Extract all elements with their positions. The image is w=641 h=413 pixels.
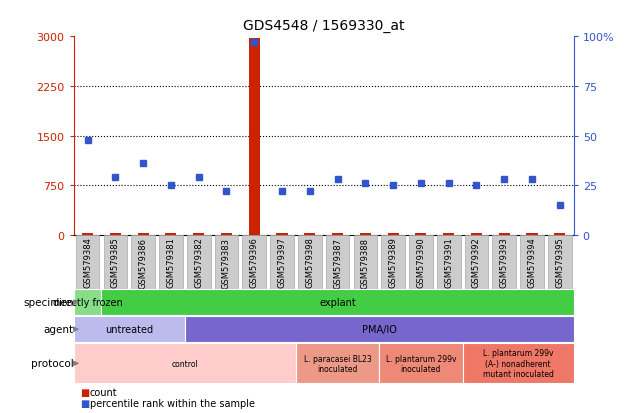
Text: GSM579384: GSM579384 xyxy=(83,237,92,288)
Text: control: control xyxy=(171,359,198,368)
Bar xyxy=(471,233,482,235)
FancyBboxPatch shape xyxy=(74,316,185,342)
Text: L. paracasei BL23
inoculated: L. paracasei BL23 inoculated xyxy=(304,354,372,373)
Text: GSM579386: GSM579386 xyxy=(138,237,147,288)
Bar xyxy=(554,233,565,235)
FancyBboxPatch shape xyxy=(104,235,127,289)
FancyBboxPatch shape xyxy=(296,344,379,383)
FancyBboxPatch shape xyxy=(379,344,463,383)
Bar xyxy=(388,233,399,235)
Bar xyxy=(499,233,510,235)
Text: ■: ■ xyxy=(80,398,89,408)
Bar xyxy=(138,233,149,235)
FancyBboxPatch shape xyxy=(437,235,460,289)
Bar xyxy=(276,233,288,235)
Bar xyxy=(304,233,315,235)
FancyBboxPatch shape xyxy=(381,235,405,289)
FancyBboxPatch shape xyxy=(74,290,101,316)
Text: GSM579383: GSM579383 xyxy=(222,237,231,288)
FancyBboxPatch shape xyxy=(74,344,296,383)
Text: PMA/IO: PMA/IO xyxy=(362,324,397,335)
Bar xyxy=(360,233,371,235)
Title: GDS4548 / 1569330_at: GDS4548 / 1569330_at xyxy=(243,19,404,33)
Text: GSM579385: GSM579385 xyxy=(111,237,120,288)
FancyBboxPatch shape xyxy=(242,235,266,289)
FancyBboxPatch shape xyxy=(409,235,433,289)
Text: GSM579392: GSM579392 xyxy=(472,237,481,287)
Text: GSM579381: GSM579381 xyxy=(167,237,176,288)
Text: specimen: specimen xyxy=(23,297,74,308)
Text: agent: agent xyxy=(44,324,74,335)
Text: GSM579382: GSM579382 xyxy=(194,237,203,288)
FancyBboxPatch shape xyxy=(131,235,155,289)
Bar xyxy=(249,38,260,235)
Text: GSM579387: GSM579387 xyxy=(333,237,342,288)
FancyBboxPatch shape xyxy=(185,316,574,342)
Text: protocol: protocol xyxy=(31,358,74,368)
Text: GSM579396: GSM579396 xyxy=(250,237,259,288)
Text: GSM579390: GSM579390 xyxy=(417,237,426,287)
Text: GSM579391: GSM579391 xyxy=(444,237,453,287)
Bar xyxy=(110,233,121,235)
FancyBboxPatch shape xyxy=(101,290,574,316)
Text: GSM579398: GSM579398 xyxy=(305,237,314,288)
FancyBboxPatch shape xyxy=(492,235,516,289)
Bar xyxy=(193,233,204,235)
Text: explant: explant xyxy=(319,297,356,308)
Text: count: count xyxy=(90,387,117,397)
Text: GSM579393: GSM579393 xyxy=(500,237,509,288)
Text: directly frozen: directly frozen xyxy=(53,297,122,308)
FancyBboxPatch shape xyxy=(463,344,574,383)
Bar xyxy=(415,233,426,235)
FancyBboxPatch shape xyxy=(271,235,294,289)
Bar xyxy=(221,233,232,235)
FancyBboxPatch shape xyxy=(520,235,544,289)
Bar xyxy=(82,233,93,235)
FancyBboxPatch shape xyxy=(354,235,377,289)
FancyBboxPatch shape xyxy=(465,235,488,289)
Text: GSM579397: GSM579397 xyxy=(278,237,287,288)
Text: L. plantarum 299v
inoculated: L. plantarum 299v inoculated xyxy=(386,354,456,373)
Bar xyxy=(526,233,538,235)
Text: ■: ■ xyxy=(80,387,89,397)
Bar xyxy=(165,233,176,235)
Text: GSM579395: GSM579395 xyxy=(555,237,564,287)
Bar xyxy=(332,233,343,235)
FancyBboxPatch shape xyxy=(76,235,99,289)
FancyBboxPatch shape xyxy=(215,235,238,289)
Text: L. plantarum 299v
(A-) nonadherent
mutant inoculated: L. plantarum 299v (A-) nonadherent mutan… xyxy=(483,349,554,378)
Text: GSM579389: GSM579389 xyxy=(388,237,397,288)
FancyBboxPatch shape xyxy=(326,235,349,289)
Text: GSM579388: GSM579388 xyxy=(361,237,370,288)
FancyBboxPatch shape xyxy=(298,235,322,289)
FancyBboxPatch shape xyxy=(159,235,183,289)
Text: percentile rank within the sample: percentile rank within the sample xyxy=(90,398,254,408)
Bar xyxy=(443,233,454,235)
FancyBboxPatch shape xyxy=(187,235,210,289)
FancyBboxPatch shape xyxy=(548,235,572,289)
Text: GSM579394: GSM579394 xyxy=(528,237,537,287)
Text: untreated: untreated xyxy=(105,324,153,335)
